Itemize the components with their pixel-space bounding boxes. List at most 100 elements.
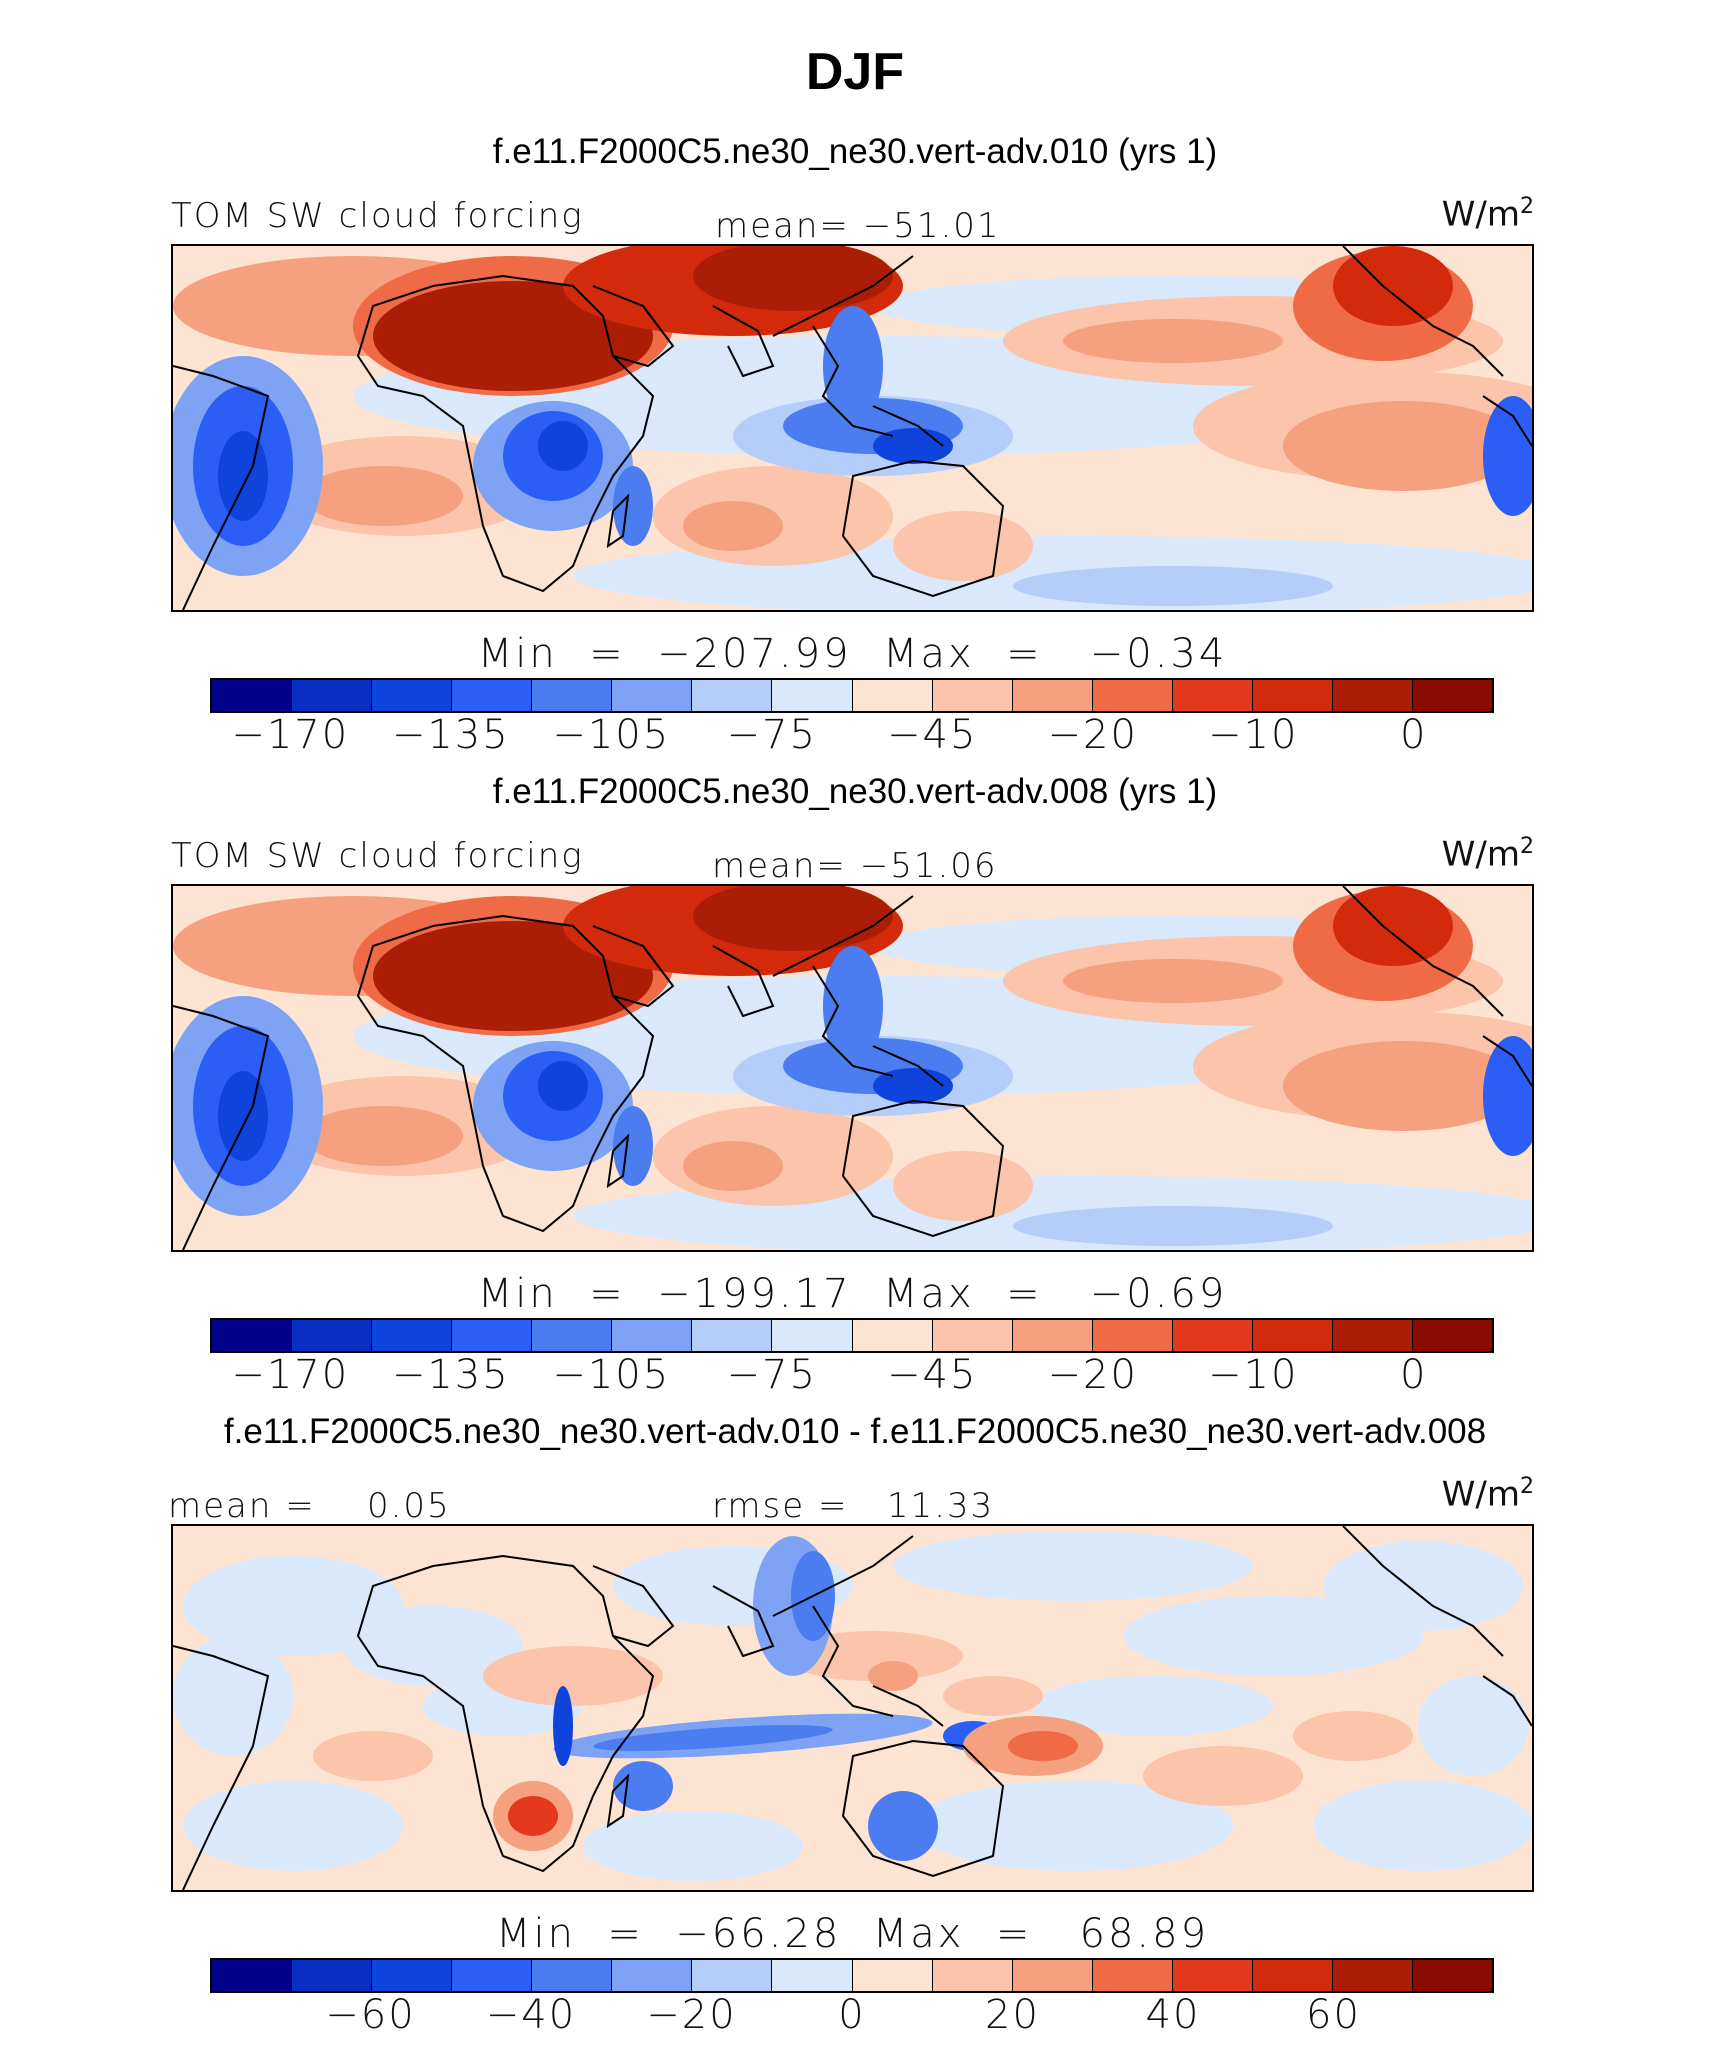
- colorbar-swatch: [1092, 1960, 1173, 1991]
- coastline: [356, 274, 655, 593]
- colorbar-swatch: [1012, 680, 1093, 711]
- panel-1-variable-label: TOM SW cloud forcing: [171, 196, 584, 236]
- panel-1-colorbar-ticks: −170 −135 −105 −75 −45 −20 −10 0: [210, 712, 1494, 758]
- colorbar-swatch: [1172, 680, 1253, 711]
- colorbar-swatch: [1412, 1320, 1492, 1351]
- colorbar-tick-label: 0: [838, 1992, 866, 2038]
- colorbar-tick-label: −20: [1047, 1352, 1138, 1398]
- panel-2-colorbar-ticks: −170 −135 −105 −75 −45 −20 −10 0: [210, 1352, 1494, 1398]
- colorbar-swatch: [1092, 680, 1173, 711]
- colorbar-tick-label: −20: [1047, 712, 1138, 758]
- coastline: [1342, 246, 1504, 377]
- colorbar-swatch: [932, 1320, 1013, 1351]
- panel-1-minmax: Min = −207.99 Max = −0.34: [477, 631, 1228, 677]
- colorbar-swatch: [772, 1320, 853, 1351]
- coastline: [606, 1133, 630, 1189]
- colorbar-swatch: [1172, 1320, 1253, 1351]
- panel-2-map: [171, 884, 1534, 1252]
- coastline: [592, 285, 675, 368]
- colorbar-tick-label: 0: [1400, 712, 1428, 758]
- colorbar-swatch: [452, 680, 533, 711]
- colorbar-swatch: [1412, 680, 1492, 711]
- colorbar-swatch: [932, 1960, 1013, 1991]
- coastline: [606, 1773, 630, 1829]
- panel-1-field: [173, 246, 1532, 610]
- colorbar-tick-label: −10: [1208, 1352, 1299, 1398]
- colorbar-swatch: [1252, 1960, 1333, 1991]
- panel-2-variable-label: TOM SW cloud forcing: [171, 836, 584, 876]
- colorbar-tick-label: 60: [1306, 1992, 1361, 2038]
- panel-3-mean-label: mean = 0.05: [168, 1486, 451, 1526]
- coastline: [772, 255, 914, 337]
- colorbar-tick-label: −75: [726, 712, 817, 758]
- coastline: [772, 1535, 914, 1617]
- colorbar-swatch: [212, 680, 293, 711]
- coastline: [712, 1585, 775, 1658]
- panel-3-map: [171, 1524, 1534, 1892]
- coastline: [812, 325, 894, 437]
- colorbar-tick-label: −135: [391, 1352, 510, 1398]
- coastline: [1482, 1675, 1532, 1727]
- coastline: [592, 1565, 675, 1648]
- colorbar-tick-label: −20: [646, 1992, 737, 2038]
- panel-2-case-title: f.e11.F2000C5.ne30_ne30.vert-adv.008 (yr…: [492, 772, 1218, 811]
- panel-1-mean-label: mean= −51.01: [715, 206, 1001, 246]
- colorbar-swatch: [692, 1320, 773, 1351]
- colorbar-swatch: [292, 1960, 373, 1991]
- colorbar-tick-label: −135: [391, 712, 510, 758]
- colorbar-tick-label: −45: [887, 712, 978, 758]
- colorbar-swatch: [692, 680, 773, 711]
- colorbar-swatch: [1092, 1320, 1173, 1351]
- panel-2-field: [173, 886, 1532, 1250]
- panel-1-case-title: f.e11.F2000C5.ne30_ne30.vert-adv.010 (yr…: [492, 132, 1218, 171]
- panel-2-units: W/m2: [1441, 834, 1534, 875]
- colorbar-swatch: [1332, 680, 1413, 711]
- colorbar-swatch: [372, 1960, 453, 1991]
- colorbar-tick-label: −170: [231, 712, 350, 758]
- colorbar-swatch: [292, 1320, 373, 1351]
- colorbar-swatch: [852, 680, 933, 711]
- colorbar-swatch: [692, 1960, 773, 1991]
- coastline: [841, 459, 1005, 598]
- coastline: [592, 925, 675, 1008]
- colorbar-swatch: [372, 1320, 453, 1351]
- coastline: [872, 1045, 944, 1087]
- colorbar-swatch: [1332, 1320, 1413, 1351]
- colorbar-tick-label: −60: [325, 1992, 416, 2038]
- coastline: [1482, 1035, 1532, 1087]
- colorbar-swatch: [532, 1320, 613, 1351]
- colorbar-swatch: [772, 1960, 853, 1991]
- panel-1-colorbar: [210, 678, 1494, 713]
- colorbar-swatch: [1012, 1960, 1093, 1991]
- coastline: [712, 945, 775, 1018]
- colorbar-tick-label: −10: [1208, 712, 1299, 758]
- coastline: [1482, 395, 1532, 447]
- panel-1-map: [171, 244, 1534, 612]
- coastline: [356, 1554, 655, 1873]
- colorbar-swatch: [1012, 1320, 1093, 1351]
- colorbar-swatch: [1172, 1960, 1253, 1991]
- colorbar-tick-label: −40: [485, 1992, 577, 2038]
- colorbar-tick-label: −105: [552, 712, 671, 758]
- colorbar-tick-label: −75: [726, 1352, 817, 1398]
- panel-3-rmse-label: rmse = 11.33: [712, 1486, 995, 1526]
- colorbar-swatch: [1252, 680, 1333, 711]
- coastline: [173, 1645, 270, 1890]
- panel-3-units: W/m2: [1441, 1474, 1534, 1515]
- panel-2-mean-label: mean= −51.06: [712, 846, 998, 886]
- panel-2-minmax: Min = −199.17 Max = −0.69: [477, 1271, 1228, 1317]
- coastline: [841, 1739, 1005, 1878]
- colorbar-swatch: [532, 680, 613, 711]
- colorbar-swatch: [1332, 1960, 1413, 1991]
- colorbar-swatch: [1412, 1960, 1492, 1991]
- coastline: [173, 1005, 270, 1250]
- colorbar-tick-label: 0: [1400, 1352, 1428, 1398]
- colorbar-swatch: [612, 1320, 693, 1351]
- colorbar-tick-label: −170: [231, 1352, 350, 1398]
- coastline: [1342, 886, 1504, 1017]
- colorbar-swatch: [612, 1960, 693, 1991]
- colorbar-tick-label: 20: [985, 1992, 1040, 2038]
- panel-3-minmax: Min = −66.28 Max = 68.89: [495, 1911, 1210, 1957]
- coastline: [606, 493, 630, 549]
- colorbar-swatch: [452, 1320, 533, 1351]
